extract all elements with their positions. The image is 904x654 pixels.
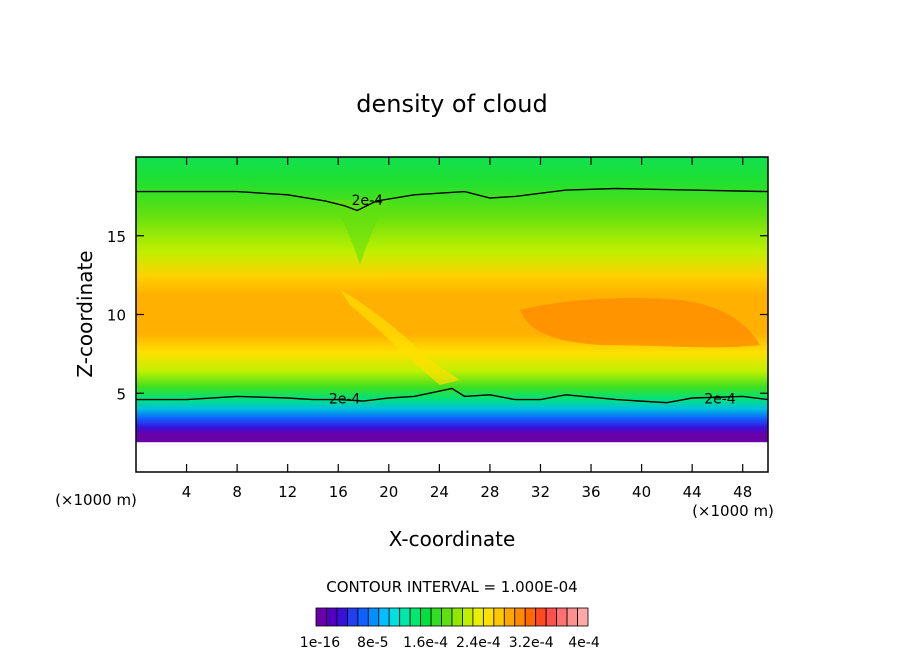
chart-title: density of cloud xyxy=(356,90,547,118)
colorbar-swatch xyxy=(493,607,505,627)
colorbar-swatch xyxy=(524,607,537,627)
contour-interval-label: CONTOUR INTERVAL = 1.000E-04 xyxy=(326,578,577,596)
x-tick-label: 28 xyxy=(480,483,499,501)
x-tick-label: 4 xyxy=(182,483,192,501)
slanted-yellow-band xyxy=(340,290,460,385)
contour-label-1: 2e-4 xyxy=(329,392,361,408)
colorbar-swatch xyxy=(566,607,578,627)
colorbar-swatch xyxy=(378,607,390,627)
x-tick-label: 32 xyxy=(531,483,550,501)
x-tick-label: 16 xyxy=(329,483,348,501)
colorbar-swatch xyxy=(482,607,495,627)
y-tick-label: 5 xyxy=(116,385,126,403)
colorbar-swatch xyxy=(367,607,380,627)
colorbar-swatch xyxy=(346,607,359,627)
contour-label-0: 2e-4 xyxy=(352,193,384,209)
colorbar-swatch xyxy=(577,607,589,627)
colorbar-swatch xyxy=(472,607,484,627)
x-tick-label: 36 xyxy=(581,483,600,501)
x-axis-label: X-coordinate xyxy=(389,527,516,551)
plot-area xyxy=(136,157,768,472)
y-tick-label: 15 xyxy=(107,228,126,246)
contour-2e-4-lower xyxy=(136,387,768,404)
x-tick-label: 20 xyxy=(379,483,398,501)
contour-label-2: 2e-4 xyxy=(704,392,736,408)
colorbar-label: 2.4e-4 xyxy=(456,635,501,651)
high-density-patch-right xyxy=(520,298,760,348)
x-tick-label: 40 xyxy=(632,483,651,501)
colorbar-swatch xyxy=(451,607,463,627)
colorbar-swatch xyxy=(326,607,338,627)
colorbar-swatch xyxy=(357,607,369,627)
colorbar-swatch xyxy=(399,607,411,627)
upper-trough xyxy=(330,200,390,265)
contour-2e-4-upper xyxy=(136,187,768,212)
colorbar-swatch xyxy=(462,607,474,627)
x-unit-label: (×1000 m) xyxy=(55,491,137,509)
colorbar-swatch xyxy=(315,607,327,627)
colorbar-labels: 1e-16 8e-5 1.6e-4 2.4e-4 3.2e-4 4e-4 xyxy=(300,635,600,651)
colorbar-swatch xyxy=(556,607,568,627)
contour-lines xyxy=(136,187,768,404)
colorbar-label: 1.6e-4 xyxy=(403,635,448,651)
colorbar-swatch xyxy=(545,607,558,627)
colorbar-swatch xyxy=(514,607,526,627)
colorbar-swatch xyxy=(503,607,516,627)
colorbar-label: 4e-4 xyxy=(568,635,600,651)
colorbar-swatch xyxy=(388,607,401,627)
x-tick-label: 12 xyxy=(278,483,297,501)
x-tick-label: 44 xyxy=(683,483,702,501)
y-unit-label: (×1000 m) xyxy=(692,502,774,520)
contour-labels: 2e-4 2e-4 2e-4 xyxy=(329,193,736,408)
colorbar-swatch xyxy=(336,607,348,627)
colorbar-swatch xyxy=(420,607,432,627)
x-axis: 4 8 12 16 20 24 28 32 36 40 44 48 xyxy=(182,157,752,501)
y-axis: 5 10 15 xyxy=(107,228,768,403)
colorbar-label: 1e-16 xyxy=(300,635,340,651)
y-tick-label: 10 xyxy=(107,307,126,325)
colorbar-label: 8e-5 xyxy=(357,635,388,651)
colorbar-swatch xyxy=(441,607,453,627)
colorbar-label: 3.2e-4 xyxy=(509,635,554,651)
colorbar-swatch xyxy=(535,607,547,627)
y-axis-label: Z-coordinate xyxy=(73,250,97,377)
x-tick-label: 24 xyxy=(430,483,449,501)
x-tick-label: 48 xyxy=(733,483,752,501)
colorbar-swatch xyxy=(409,607,422,627)
colorbar xyxy=(315,607,589,627)
x-tick-label: 8 xyxy=(232,483,242,501)
colorbar-swatch xyxy=(430,607,442,627)
